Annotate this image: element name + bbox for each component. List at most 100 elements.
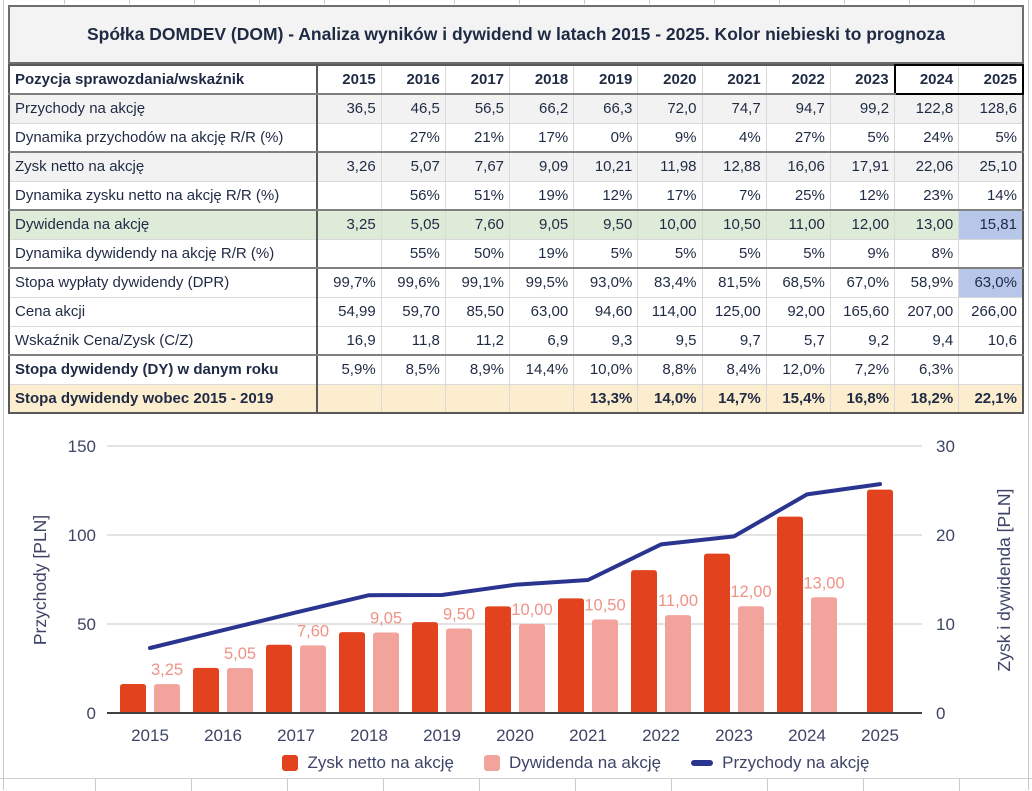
year-header[interactable]: 2024 [893, 64, 960, 95]
row-label[interactable]: Stopa wypłaty dywidendy (DPR) [9, 268, 318, 298]
table-cell[interactable]: 11,98 [637, 152, 703, 182]
table-cell[interactable]: 46,5 [381, 94, 446, 124]
table-cell[interactable]: 5% [573, 239, 639, 269]
table-cell[interactable]: 22,1% [958, 384, 1024, 414]
table-cell[interactable]: 74,7 [702, 94, 767, 124]
year-header[interactable]: 2023 [830, 65, 896, 95]
table-cell[interactable]: 66,3 [573, 94, 639, 124]
table-cell[interactable]: 36,5 [317, 94, 382, 124]
table-cell[interactable]: 5% [766, 239, 831, 269]
table-cell[interactable]: 8,8% [637, 355, 703, 385]
table-cell[interactable]: 14,7% [702, 384, 767, 414]
table-cell[interactable]: 19% [509, 239, 575, 269]
table-cell[interactable]: 9,50 [573, 210, 639, 240]
table-cell[interactable]: 128,6 [958, 94, 1024, 124]
table-cell[interactable]: 99,6% [381, 268, 446, 298]
table-cell[interactable]: 9,3 [573, 326, 639, 356]
table-cell[interactable]: 3,26 [317, 152, 382, 182]
table-cell[interactable]: 25% [766, 181, 831, 211]
table-cell[interactable]: 9,2 [830, 326, 896, 356]
table-cell[interactable]: 11,8 [381, 326, 446, 356]
table-cell[interactable]: 16,06 [766, 152, 831, 182]
table-cell[interactable]: 19% [509, 181, 575, 211]
table-cell[interactable]: 9% [830, 239, 896, 269]
table-cell[interactable]: 56% [381, 181, 446, 211]
year-header[interactable]: 2016 [381, 65, 446, 95]
table-cell[interactable]: 99,1% [445, 268, 511, 298]
table-cell[interactable]: 72,0 [637, 94, 703, 124]
table-cell[interactable]: 7,67 [445, 152, 511, 182]
year-header[interactable]: 2018 [509, 65, 575, 95]
table-cell[interactable]: 13,00 [894, 210, 960, 240]
row-label[interactable]: Wskaźnik Cena/Zysk (C/Z) [9, 326, 318, 356]
table-cell[interactable]: 50% [445, 239, 511, 269]
table-cell[interactable]: 6,3% [894, 355, 960, 385]
table-cell[interactable]: 15,4% [766, 384, 831, 414]
year-header[interactable]: 2022 [766, 65, 831, 95]
table-cell[interactable]: 9,4 [894, 326, 960, 356]
table-cell[interactable]: 22,06 [894, 152, 960, 182]
table-cell[interactable]: 12,0% [766, 355, 831, 385]
table-cell[interactable]: 6,9 [509, 326, 575, 356]
table-cell[interactable]: 68,5% [766, 268, 831, 298]
table-cell[interactable]: 207,00 [894, 297, 960, 327]
table-cell[interactable]: 13,3% [573, 384, 639, 414]
table-cell[interactable] [317, 181, 382, 211]
table-cell[interactable]: 9,05 [509, 210, 575, 240]
row-label[interactable]: Cena akcji [9, 297, 318, 327]
table-cell[interactable]: 83,4% [637, 268, 703, 298]
table-cell[interactable]: 17,91 [830, 152, 896, 182]
table-cell[interactable]: 165,60 [830, 297, 896, 327]
year-header[interactable]: 2025 [958, 64, 1025, 95]
table-cell[interactable]: 59,70 [381, 297, 446, 327]
table-cell[interactable]: 8% [894, 239, 960, 269]
table-cell[interactable]: 24% [894, 123, 960, 153]
table-cell[interactable]: 5,7 [766, 326, 831, 356]
table-cell[interactable]: 125,00 [702, 297, 767, 327]
table-cell[interactable]: 21% [445, 123, 511, 153]
table-cell[interactable]: 27% [381, 123, 446, 153]
year-header[interactable]: 2015 [317, 65, 382, 95]
table-cell[interactable]: 56,5 [445, 94, 511, 124]
year-header[interactable]: 2021 [702, 65, 767, 95]
table-cell[interactable]: 94,7 [766, 94, 831, 124]
year-header[interactable]: 2019 [573, 65, 639, 95]
table-cell[interactable]: 3,25 [317, 210, 382, 240]
table-cell[interactable] [958, 239, 1024, 269]
table-cell[interactable]: 54,99 [317, 297, 382, 327]
table-cell[interactable]: 17% [637, 181, 703, 211]
table-cell[interactable]: 8,4% [702, 355, 767, 385]
table-cell[interactable]: 23% [894, 181, 960, 211]
table-cell[interactable]: 5,9% [317, 355, 382, 385]
row-label[interactable]: Dywidenda na akcję [9, 210, 318, 240]
table-cell[interactable]: 63,00 [509, 297, 575, 327]
table-cell[interactable]: 25,10 [958, 152, 1024, 182]
table-cell[interactable] [509, 384, 575, 414]
table-cell[interactable]: 5% [830, 123, 896, 153]
row-label[interactable]: Przychody na akcję [9, 94, 318, 124]
forecast-cell[interactable]: 63,0% [958, 268, 1024, 298]
table-cell[interactable] [445, 384, 511, 414]
table-cell[interactable]: 27% [766, 123, 831, 153]
table-cell[interactable]: 0% [573, 123, 639, 153]
table-cell[interactable]: 7,60 [445, 210, 511, 240]
row-label[interactable]: Stopa dywidendy (DY) w danym roku [9, 355, 318, 385]
row-label[interactable]: Zysk netto na akcję [9, 152, 318, 182]
table-cell[interactable]: 18,2% [894, 384, 960, 414]
table-cell[interactable]: 5% [637, 239, 703, 269]
table-cell[interactable]: 99,7% [317, 268, 382, 298]
table-cell[interactable]: 9,7 [702, 326, 767, 356]
table-cell[interactable]: 16,8% [830, 384, 896, 414]
table-cell[interactable]: 12,88 [702, 152, 767, 182]
table-cell[interactable]: 12% [573, 181, 639, 211]
table-cell[interactable]: 10,50 [702, 210, 767, 240]
table-cell[interactable]: 66,2 [509, 94, 575, 124]
year-header[interactable]: 2020 [637, 65, 703, 95]
table-cell[interactable] [317, 384, 382, 414]
table-cell[interactable]: 58,9% [894, 268, 960, 298]
table-cell[interactable]: 12,00 [830, 210, 896, 240]
table-cell[interactable]: 81,5% [702, 268, 767, 298]
table-cell[interactable]: 10,21 [573, 152, 639, 182]
row-label[interactable]: Dynamika przychodów na akcję R/R (%) [9, 123, 318, 153]
table-cell[interactable]: 67,0% [830, 268, 896, 298]
